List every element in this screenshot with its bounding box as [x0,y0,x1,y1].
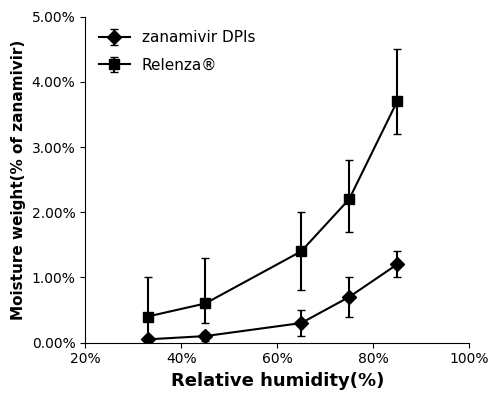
Legend: zanamivir DPIs, Relenza®: zanamivir DPIs, Relenza® [93,24,262,79]
Y-axis label: Moisture weight(% of zanamivir): Moisture weight(% of zanamivir) [11,39,26,320]
X-axis label: Relative humidity(%): Relative humidity(%) [170,372,384,390]
